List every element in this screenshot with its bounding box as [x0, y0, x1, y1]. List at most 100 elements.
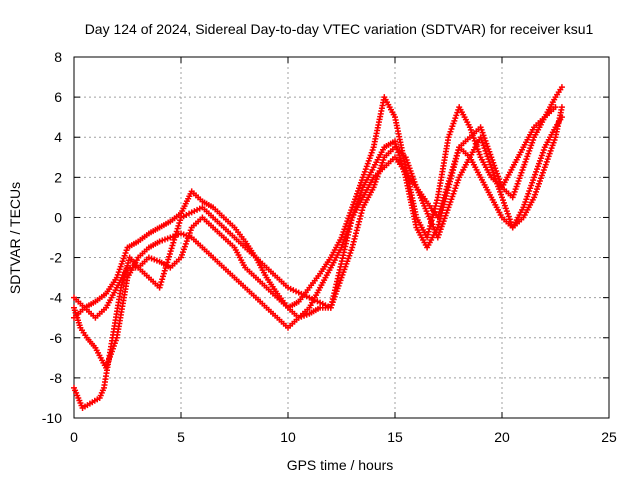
data-point [172, 234, 179, 241]
data-point [351, 235, 358, 242]
data-point [357, 213, 364, 220]
y-tick-label: -2 [50, 250, 63, 266]
data-point [448, 169, 455, 176]
data-point [156, 284, 163, 291]
y-tick-label: 8 [54, 49, 62, 65]
y-tick-label: 2 [54, 169, 62, 185]
plot-frame [73, 56, 610, 419]
data-point [433, 200, 440, 207]
data-point [166, 250, 173, 257]
data-point [451, 161, 458, 168]
data-point [160, 273, 167, 280]
series-trace-d [71, 104, 559, 321]
data-point [350, 238, 357, 245]
x-tick-label: 10 [280, 429, 296, 445]
data-point [356, 218, 363, 225]
data-point [168, 245, 175, 252]
data-point [170, 239, 177, 246]
data-point [157, 281, 164, 288]
data-point [177, 217, 184, 224]
data-point [439, 200, 446, 207]
data-point [455, 147, 462, 154]
data-point [441, 191, 448, 198]
data-point [452, 155, 459, 162]
data-point [442, 189, 449, 196]
data-point [432, 202, 439, 209]
data-point [395, 149, 402, 156]
data-point [171, 236, 178, 243]
data-point [160, 270, 167, 277]
data-point [359, 207, 366, 214]
data-point [424, 234, 431, 241]
data-point [445, 177, 452, 184]
data-point [349, 241, 356, 248]
data-point [158, 279, 165, 286]
data-point [175, 222, 182, 229]
data-series [71, 84, 565, 411]
data-point [449, 166, 456, 173]
x-tick-label: 5 [177, 429, 185, 445]
data-point [173, 228, 180, 235]
y-tick-label: -4 [50, 290, 63, 306]
data-point [392, 141, 399, 148]
data-point [162, 264, 169, 271]
data-point [392, 138, 398, 145]
data-point [174, 225, 181, 232]
data-point [439, 197, 446, 204]
y-tick-label: 4 [54, 129, 62, 145]
data-point [167, 248, 174, 255]
data-point [435, 221, 442, 228]
x-tick-label: 20 [494, 429, 510, 445]
x-tick-label: 25 [601, 429, 617, 445]
data-point [436, 208, 443, 215]
data-point [451, 158, 458, 165]
data-point [169, 242, 176, 249]
data-point [352, 233, 359, 240]
y-tick-label: -6 [50, 330, 63, 346]
data-point [358, 210, 365, 217]
data-point [425, 228, 432, 235]
data-point [450, 163, 457, 170]
data-point [447, 172, 454, 179]
y-tick-label: 6 [54, 89, 62, 105]
data-point [445, 180, 452, 187]
data-point [166, 253, 173, 260]
data-point [349, 244, 356, 251]
y-tick-label: -10 [42, 410, 62, 426]
data-point [453, 152, 460, 159]
data-point [159, 276, 166, 283]
data-point [165, 256, 172, 263]
x-axis-label: GPS time / hours [287, 457, 394, 473]
data-point [434, 214, 441, 221]
data-point [161, 267, 168, 274]
data-point [426, 225, 433, 232]
data-point [435, 211, 442, 218]
data-point [354, 224, 361, 231]
data-point [434, 197, 441, 204]
data-point [424, 231, 431, 238]
data-point [558, 84, 565, 91]
data-point [440, 194, 447, 201]
data-point [552, 104, 559, 111]
x-tick-label: 0 [70, 429, 78, 445]
y-tick-label: -8 [50, 370, 63, 386]
data-point [443, 186, 450, 193]
data-point [353, 227, 360, 234]
data-point [176, 220, 183, 227]
data-point [438, 203, 445, 210]
data-point [353, 230, 360, 237]
data-point [355, 221, 362, 228]
data-point [454, 149, 461, 156]
data-point [172, 231, 179, 238]
data-point [558, 104, 565, 111]
data-point [444, 183, 451, 190]
data-point [163, 262, 170, 269]
data-point [356, 215, 363, 222]
data-point [446, 175, 453, 182]
data-point [164, 259, 171, 266]
chart-title: Day 124 of 2024, Sidereal Day-to-day VTE… [85, 21, 594, 37]
x-tick-label: 15 [387, 429, 403, 445]
y-axis-label: SDTVAR / TECUs [7, 182, 23, 294]
